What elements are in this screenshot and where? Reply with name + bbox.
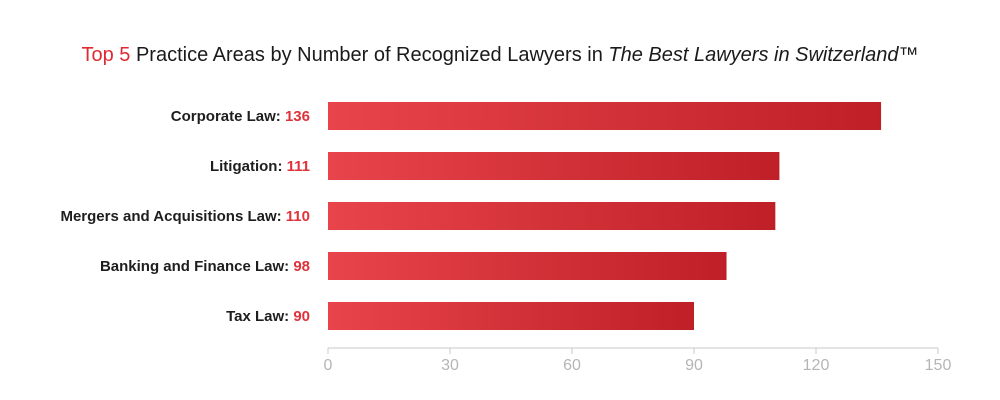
category-labels-group: Corporate Law: 136 Litigation: 111 Mergers… <box>60 108 310 325</box>
x-axis-ticks-group: 0 30 60 90 120 150 <box>324 348 952 374</box>
chart-title-highlight: Top 5 <box>81 44 131 66</box>
bar-corporate-law <box>328 102 882 130</box>
x-tick-label: 90 <box>685 357 703 374</box>
bar-litigation <box>328 152 780 180</box>
x-tick-label: 120 <box>803 357 830 374</box>
category-name: Banking and Finance Law: <box>100 258 293 275</box>
bar-mergers-and-acquisitions-law <box>328 202 776 230</box>
data-label: 90 <box>293 308 310 325</box>
category-name: Corporate Law: <box>171 108 285 125</box>
data-label: 136 <box>285 108 310 125</box>
bar-tax-law <box>328 302 694 330</box>
x-tick-label: 0 <box>324 357 333 374</box>
bar-banking-and-finance-law <box>328 252 727 280</box>
chart-title-italic: The Best Lawyers in Switzerland <box>608 44 899 66</box>
chart-title-main: Practice Areas by Number of Recognized L… <box>130 44 609 66</box>
category-label: Litigation: 111 <box>210 158 310 175</box>
bars-group <box>328 102 882 330</box>
x-tick-label: 60 <box>563 357 581 374</box>
chart-title: Top 5 Practice Areas by Number of Recogn… <box>0 44 1000 67</box>
category-label: Tax Law: 90 <box>226 308 310 325</box>
category-name: Mergers and Acquisitions Law: <box>60 208 285 225</box>
category-name: Tax Law: <box>226 308 293 325</box>
x-tick-label: 30 <box>441 357 459 374</box>
x-tick-label: 150 <box>925 357 952 374</box>
chart-title-suffix: ™ <box>898 44 919 66</box>
category-name: Litigation: <box>210 158 287 175</box>
category-label: Mergers and Acquisitions Law: 110 <box>60 208 310 225</box>
category-label: Banking and Finance Law: 98 <box>100 258 310 275</box>
data-label: 98 <box>293 258 310 275</box>
data-label: 111 <box>287 158 310 175</box>
data-label: 110 <box>286 208 310 225</box>
category-label: Corporate Law: 136 <box>171 108 310 125</box>
